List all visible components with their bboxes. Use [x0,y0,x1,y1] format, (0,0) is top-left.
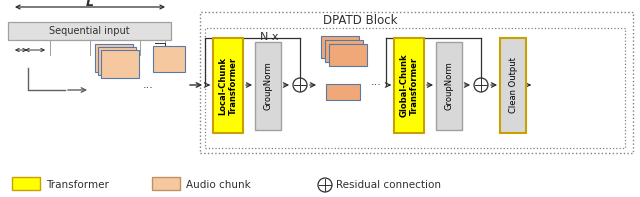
Text: Global-Chunk
Transformer: Global-Chunk Transformer [399,54,419,117]
Text: N x: N x [260,32,278,42]
Bar [95,44,133,72]
Bar [321,36,359,58]
Bar [329,44,367,66]
Bar [436,42,462,130]
Text: ...: ... [95,45,106,55]
Bar [500,38,526,133]
Text: Residual connection: Residual connection [336,180,441,190]
Text: Local-Chunk
Transformer: Local-Chunk Transformer [218,56,237,115]
Text: ...: ... [143,80,154,90]
Bar [12,177,40,190]
Text: GroupNorm: GroupNorm [445,62,454,110]
Text: Sequential input: Sequential input [49,26,130,36]
Bar [101,50,139,78]
Bar [325,40,363,62]
Bar [152,177,180,190]
Bar [205,28,625,148]
Text: ...: ... [371,77,381,87]
Bar [255,42,281,130]
Text: Audio chunk: Audio chunk [186,180,251,190]
Text: GroupNorm: GroupNorm [264,62,273,110]
Bar [200,12,633,153]
Bar [98,47,136,75]
Bar [213,38,243,133]
Text: Transformer: Transformer [46,180,109,190]
Bar [8,22,171,40]
Text: L: L [86,0,94,8]
Bar [326,84,360,100]
Text: DPATD Block: DPATD Block [323,14,397,27]
Bar [394,38,424,133]
Text: Clean Output: Clean Output [509,58,518,113]
Bar [153,46,185,72]
